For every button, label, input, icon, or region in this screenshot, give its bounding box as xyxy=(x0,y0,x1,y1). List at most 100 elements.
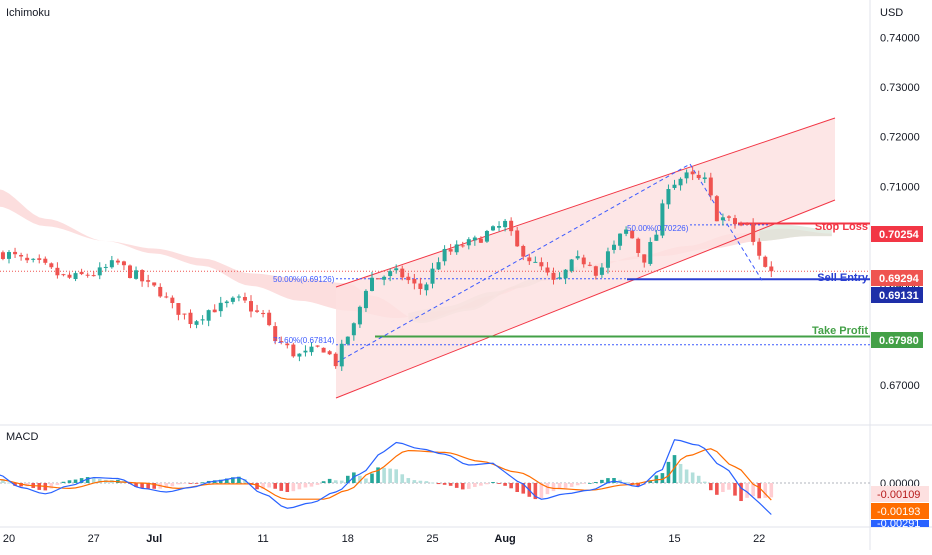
macd-histogram-bar xyxy=(358,475,362,483)
candle xyxy=(751,218,756,246)
macd-histogram-bar xyxy=(152,483,156,489)
price-tick-label: 0.67000 xyxy=(880,380,920,392)
candle xyxy=(733,214,737,229)
macd-histogram-bar xyxy=(243,479,247,483)
candle xyxy=(726,215,731,222)
candle xyxy=(739,221,744,227)
candle xyxy=(321,347,326,353)
macd-histogram-bar xyxy=(400,474,405,483)
macd-histogram-bar xyxy=(19,483,23,487)
macd-histogram-bar xyxy=(267,483,271,488)
macd-histogram-bar xyxy=(237,476,241,483)
candle xyxy=(521,244,526,261)
candle xyxy=(605,247,610,274)
candle xyxy=(188,309,193,329)
candle xyxy=(91,271,96,277)
candle xyxy=(557,272,562,280)
candle xyxy=(569,259,574,273)
candle xyxy=(448,243,453,255)
macd-histogram-bar xyxy=(575,483,580,486)
indicator-label-ichimoku: Ichimoku xyxy=(6,7,50,19)
macd-histogram-bar xyxy=(733,483,737,496)
price-tick-label: 0.71000 xyxy=(880,181,920,193)
candle xyxy=(121,260,126,271)
candle xyxy=(672,179,677,190)
take-profit-price: 0.67980 xyxy=(879,335,919,347)
candle xyxy=(708,172,713,201)
macd-histogram-bar xyxy=(13,483,17,486)
candle xyxy=(158,283,163,298)
macd-histogram-bar xyxy=(55,483,60,486)
candle xyxy=(345,336,350,346)
macd-histogram-bar xyxy=(352,472,356,483)
take-profit-label: Take Profit xyxy=(812,325,868,337)
indicator-label-macd: MACD xyxy=(6,431,38,443)
macd-histogram-bar xyxy=(261,483,265,489)
macd-histogram-bar xyxy=(557,483,562,490)
macd-histogram-bar xyxy=(279,483,284,491)
time-tick-label: 15 xyxy=(668,533,680,545)
macd-histogram-bar xyxy=(79,478,84,483)
macd-histogram-bar xyxy=(636,483,640,487)
macd-histogram-bar xyxy=(346,475,350,483)
candle xyxy=(388,268,393,282)
candle xyxy=(200,315,205,325)
macd-histogram-bar xyxy=(666,461,671,483)
macd-signal-line xyxy=(0,448,772,501)
macd-histogram-bar xyxy=(551,483,556,492)
candle xyxy=(430,262,435,289)
candle xyxy=(249,295,253,318)
macd-histogram-bar xyxy=(170,483,175,487)
macd-histogram-bar xyxy=(225,478,229,483)
macd-histogram-bar xyxy=(515,483,519,492)
macd-histogram-bar xyxy=(327,478,332,483)
price-tick-label: 0.73000 xyxy=(880,82,920,94)
sell-entry-price-tag: 0.69131 xyxy=(871,287,923,303)
candle xyxy=(43,256,48,265)
candle xyxy=(97,262,102,280)
candle xyxy=(472,235,477,246)
macd-histogram-bar xyxy=(721,483,725,492)
macd-histogram-bar xyxy=(757,483,761,499)
candle xyxy=(527,253,532,265)
macd-histogram-bar xyxy=(200,482,205,484)
candle xyxy=(714,195,719,222)
candle xyxy=(297,353,302,362)
macd-histogram-bar xyxy=(448,483,453,486)
time-tick-label: Aug xyxy=(494,533,515,545)
currency-label: USD xyxy=(880,7,903,19)
candle xyxy=(612,240,616,254)
candle xyxy=(55,262,60,279)
candle xyxy=(128,264,132,279)
candle xyxy=(206,309,211,327)
candle xyxy=(115,258,120,265)
candle xyxy=(357,305,362,328)
candle xyxy=(279,336,284,345)
macd-histogram-bar xyxy=(479,483,483,486)
macd-histogram-bar xyxy=(485,483,489,485)
candle xyxy=(242,292,247,304)
macd-histogram-bar xyxy=(297,483,302,490)
macd-histogram-bar xyxy=(7,482,11,484)
macd-signal-value: -0.00193 xyxy=(877,506,920,518)
candle xyxy=(382,275,387,286)
current-price-tag: 0.69294 xyxy=(871,270,923,286)
macd-histogram-bar xyxy=(388,468,392,483)
candle xyxy=(406,272,411,284)
candle xyxy=(478,236,483,243)
stop-loss-label: Stop Loss xyxy=(815,221,868,233)
candle xyxy=(412,273,417,290)
candle xyxy=(37,254,42,264)
macd-histogram-bar xyxy=(285,483,290,492)
candle xyxy=(13,247,18,259)
candle xyxy=(394,264,399,274)
macd-histogram-bar xyxy=(321,481,326,483)
candle xyxy=(509,217,514,236)
macd-histogram-bar xyxy=(188,483,193,484)
candle xyxy=(194,319,199,329)
macd-histogram-bar xyxy=(218,479,223,483)
candle xyxy=(769,261,774,278)
candle xyxy=(545,262,550,276)
macd-histogram-bar xyxy=(61,481,66,483)
